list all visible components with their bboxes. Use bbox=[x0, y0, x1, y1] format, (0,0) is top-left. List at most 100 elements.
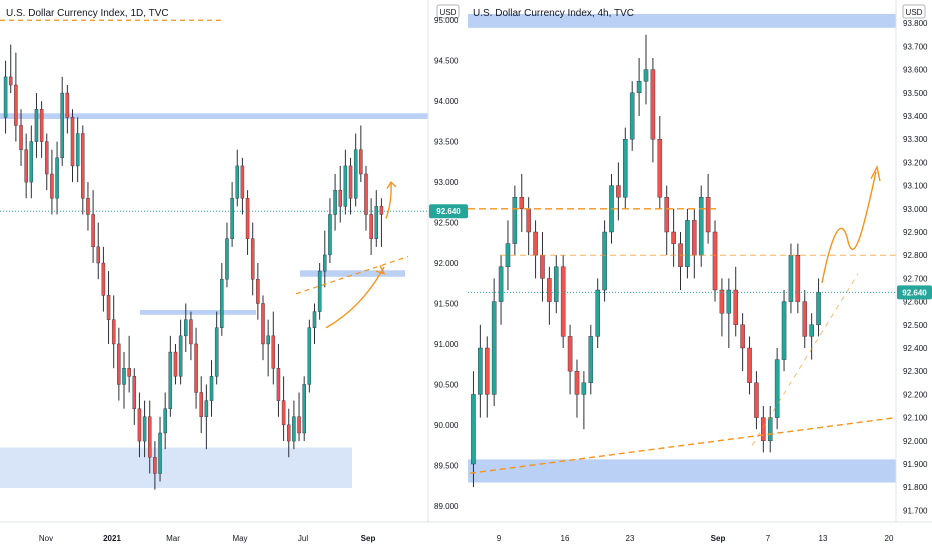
candle-body bbox=[250, 238, 255, 280]
four-hour-price-axis[interactable]: USD 93.800 93.700 93.600 93.500 93.400 93.300… bbox=[895, 0, 932, 522]
time-tick-label: 20 bbox=[885, 534, 894, 543]
candle-body bbox=[96, 246, 100, 264]
candle-body bbox=[271, 335, 276, 369]
candle-body bbox=[719, 289, 725, 314]
support-zone bbox=[0, 447, 352, 489]
candle-body bbox=[45, 141, 49, 175]
four-hour-chart-pane[interactable]: U.S. Dollar Currency Index, 4h, TVC bbox=[468, 0, 897, 522]
candle-body bbox=[343, 165, 348, 207]
price-tick-label: 93.400 bbox=[903, 112, 928, 121]
candle-body bbox=[3, 76, 8, 118]
candle-body bbox=[287, 424, 291, 442]
four-hour-time-axis: 9 16 23 Sep 7 13 20 bbox=[497, 534, 894, 543]
candle-body bbox=[276, 368, 281, 401]
candle-body bbox=[560, 266, 566, 337]
price-tick-label: 90.000 bbox=[434, 421, 459, 430]
daily-chart-pane[interactable]: U.S. Dollar Currency Index, 1D, TVC bbox=[0, 0, 428, 522]
candle-body bbox=[214, 327, 219, 377]
price-tick-label: 93.600 bbox=[903, 66, 928, 75]
candle-body bbox=[225, 238, 229, 280]
time-tick-label: 9 bbox=[497, 534, 502, 543]
candle-body bbox=[374, 206, 379, 239]
candle-body bbox=[595, 289, 600, 337]
candle-body bbox=[256, 279, 260, 304]
four-hour-currency-badge[interactable] bbox=[902, 4, 926, 19]
candle-body bbox=[266, 335, 270, 345]
candle-body bbox=[60, 92, 64, 159]
candle-body bbox=[733, 289, 738, 325]
candle-body bbox=[761, 417, 766, 442]
candle-body bbox=[505, 243, 511, 268]
candle-body bbox=[50, 173, 54, 199]
candle-body bbox=[292, 416, 296, 442]
candle-body bbox=[307, 327, 312, 385]
candle-body bbox=[491, 301, 497, 395]
candle-body bbox=[111, 319, 116, 345]
candle-body bbox=[705, 196, 711, 233]
price-tick-label: 93.000 bbox=[903, 205, 928, 214]
price-tick-label: 91.700 bbox=[903, 506, 928, 515]
candle-body bbox=[664, 196, 669, 233]
candle-body bbox=[657, 138, 663, 198]
candle-body bbox=[240, 165, 245, 199]
candle-body bbox=[369, 214, 373, 239]
price-tick-label: 93.800 bbox=[903, 19, 928, 28]
candle-body bbox=[189, 319, 193, 345]
candle-body bbox=[364, 173, 368, 215]
time-tick-label: 2021 bbox=[103, 534, 121, 543]
candle-body bbox=[122, 368, 126, 385]
candle-body bbox=[245, 198, 250, 239]
candle-body bbox=[636, 80, 642, 93]
candle-body bbox=[643, 69, 649, 82]
price-tick-label: 94.000 bbox=[434, 97, 459, 106]
candle-body bbox=[173, 351, 178, 377]
daily-price-axis[interactable]: USD 95.000 94.500 94.000 93.500 93.000 92.500… bbox=[427, 0, 468, 522]
time-axes[interactable]: Nov 2021 Mar May Jul Sep 9 16 23 Sep 7 13 20 bbox=[0, 521, 932, 543]
bounce-arrow bbox=[325, 266, 385, 329]
candle-body bbox=[106, 295, 111, 320]
candle-body bbox=[359, 149, 363, 175]
time-tick-label: 13 bbox=[819, 534, 828, 543]
candle-body bbox=[484, 347, 490, 395]
price-tick-label: 92.400 bbox=[903, 344, 928, 353]
candle-body bbox=[754, 382, 759, 418]
candle-body bbox=[19, 125, 23, 150]
candle-body bbox=[671, 231, 676, 244]
price-tick-label: 91.900 bbox=[903, 460, 928, 469]
candle-body bbox=[698, 196, 704, 256]
candle-body bbox=[91, 214, 95, 248]
daily-chart-plot-area[interactable] bbox=[0, 0, 428, 522]
price-tick-label: 92.000 bbox=[903, 437, 928, 446]
candle-body bbox=[230, 198, 234, 239]
price-tick-label: 93.200 bbox=[903, 158, 928, 167]
candle-body bbox=[297, 416, 301, 434]
candle-body bbox=[163, 408, 167, 434]
candle-body bbox=[34, 109, 39, 142]
time-tick-label: Nov bbox=[39, 534, 53, 543]
time-tick-label: Jul bbox=[298, 534, 308, 543]
candle-body bbox=[70, 117, 75, 167]
candle-body bbox=[178, 335, 183, 377]
price-tick-label: 93.000 bbox=[434, 178, 459, 187]
candle-body bbox=[317, 270, 322, 312]
candle-body bbox=[168, 351, 173, 409]
price-tick-label: 91.800 bbox=[903, 483, 928, 492]
candle-body bbox=[650, 69, 656, 140]
price-tick-label: 92.500 bbox=[434, 219, 459, 228]
candle-body bbox=[65, 92, 70, 118]
daily-currency-badge[interactable] bbox=[436, 4, 460, 19]
candle-body bbox=[184, 319, 188, 337]
candle-body bbox=[8, 76, 13, 86]
price-tick-label: 93.700 bbox=[903, 42, 928, 51]
price-tick-label: 93.300 bbox=[903, 135, 928, 144]
candle-body bbox=[512, 196, 518, 244]
candle-body bbox=[747, 347, 752, 383]
candle-body bbox=[199, 392, 203, 417]
candle-body bbox=[816, 292, 821, 326]
time-tick-label: Sep bbox=[361, 534, 376, 543]
candle-body bbox=[328, 214, 332, 256]
price-tick-label: 92.300 bbox=[903, 367, 928, 376]
projection-arrow bbox=[385, 182, 392, 219]
candle-body bbox=[117, 343, 121, 385]
price-tick-label: 92.000 bbox=[434, 259, 459, 268]
